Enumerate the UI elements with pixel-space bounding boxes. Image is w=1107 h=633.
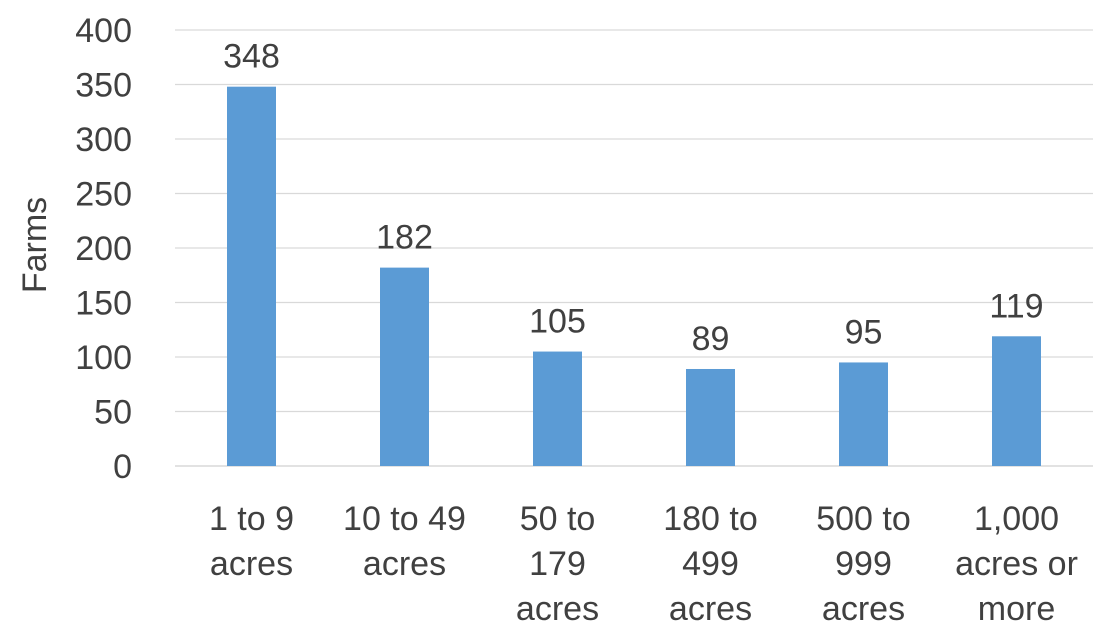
x-category-label: 180 to 499 acres xyxy=(663,500,758,628)
x-axis-labels: 1 to 9 acres 10 to 49 acres 50 to 179 acres 180… xyxy=(209,500,1078,628)
y-tick-label: 200 xyxy=(75,230,132,268)
bars xyxy=(227,86,1041,467)
y-tick-label: 350 xyxy=(75,67,132,105)
bar xyxy=(686,368,735,466)
y-tick-label: 250 xyxy=(75,176,132,214)
data-label: 89 xyxy=(692,320,730,358)
x-category-label: 10 to 49 acres xyxy=(343,500,466,583)
bar xyxy=(992,336,1041,466)
bar xyxy=(227,86,276,467)
y-tick-label: 50 xyxy=(94,394,132,432)
bar xyxy=(839,362,888,466)
data-label: 105 xyxy=(529,303,586,341)
y-tick-label: 150 xyxy=(75,285,132,323)
bar xyxy=(380,267,429,466)
y-axis-ticks: 0 50 100 150 200 250 300 350 400 xyxy=(75,12,132,486)
y-tick-label: 100 xyxy=(75,339,132,377)
bar xyxy=(533,351,582,466)
data-labels: 348 182 105 89 95 119 xyxy=(223,38,1043,358)
x-category-label: 500 to 999 acres xyxy=(816,500,911,628)
data-label: 95 xyxy=(845,313,883,351)
data-label: 182 xyxy=(376,219,433,257)
data-label: 119 xyxy=(989,287,1043,325)
y-tick-label: 0 xyxy=(113,448,132,486)
x-category-label: 1 to 9 acres xyxy=(209,500,294,583)
gridlines xyxy=(175,29,1093,467)
y-tick-label: 300 xyxy=(75,121,132,159)
x-category-label: 50 to 179 acres xyxy=(516,500,599,628)
y-tick-label: 400 xyxy=(75,12,132,50)
data-label: 348 xyxy=(223,38,280,76)
x-category-label: 1,000 acres or more xyxy=(955,500,1078,628)
y-axis-title: Farms xyxy=(16,197,54,293)
